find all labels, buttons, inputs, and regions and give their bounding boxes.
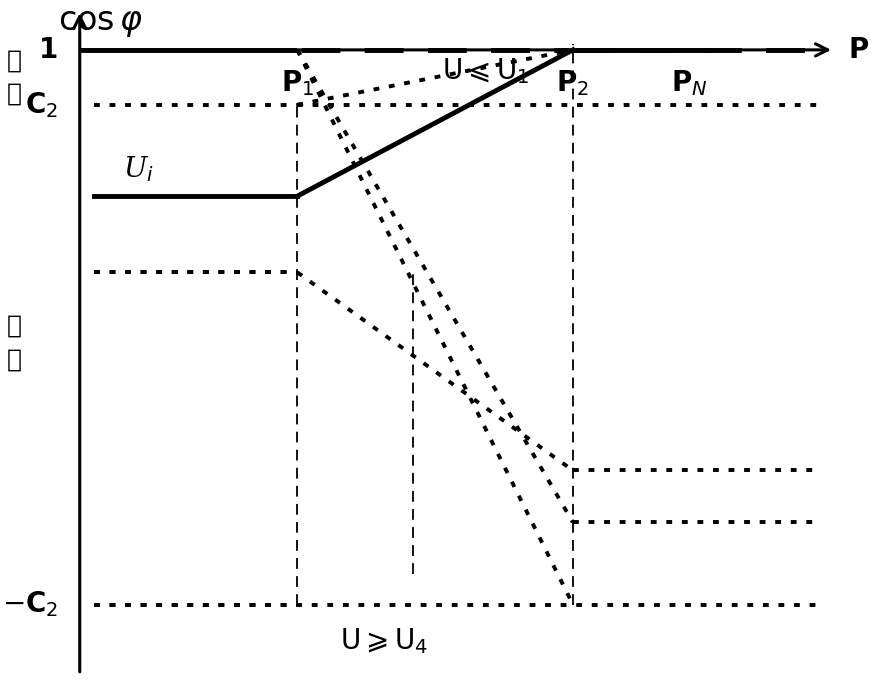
Text: $\cos\varphi$: $\cos\varphi$ [58, 7, 143, 40]
Text: 滞
后: 滞 后 [7, 49, 22, 106]
Text: $-$C$_2$: $-$C$_2$ [2, 590, 58, 620]
Text: U$_i$: U$_i$ [123, 154, 154, 184]
Text: P$_N$: P$_N$ [671, 68, 707, 98]
Text: C$_2$: C$_2$ [25, 90, 58, 119]
Text: 1: 1 [38, 36, 58, 64]
Text: P$_2$: P$_2$ [556, 68, 589, 98]
Text: 超
前: 超 前 [7, 314, 22, 371]
Text: U$\geqslant$U$_4$: U$\geqslant$U$_4$ [340, 626, 428, 656]
Text: U$\leqslant$U$_1$: U$\leqslant$U$_1$ [442, 57, 530, 87]
Text: P$_1$: P$_1$ [281, 68, 314, 98]
Text: P: P [848, 36, 869, 64]
